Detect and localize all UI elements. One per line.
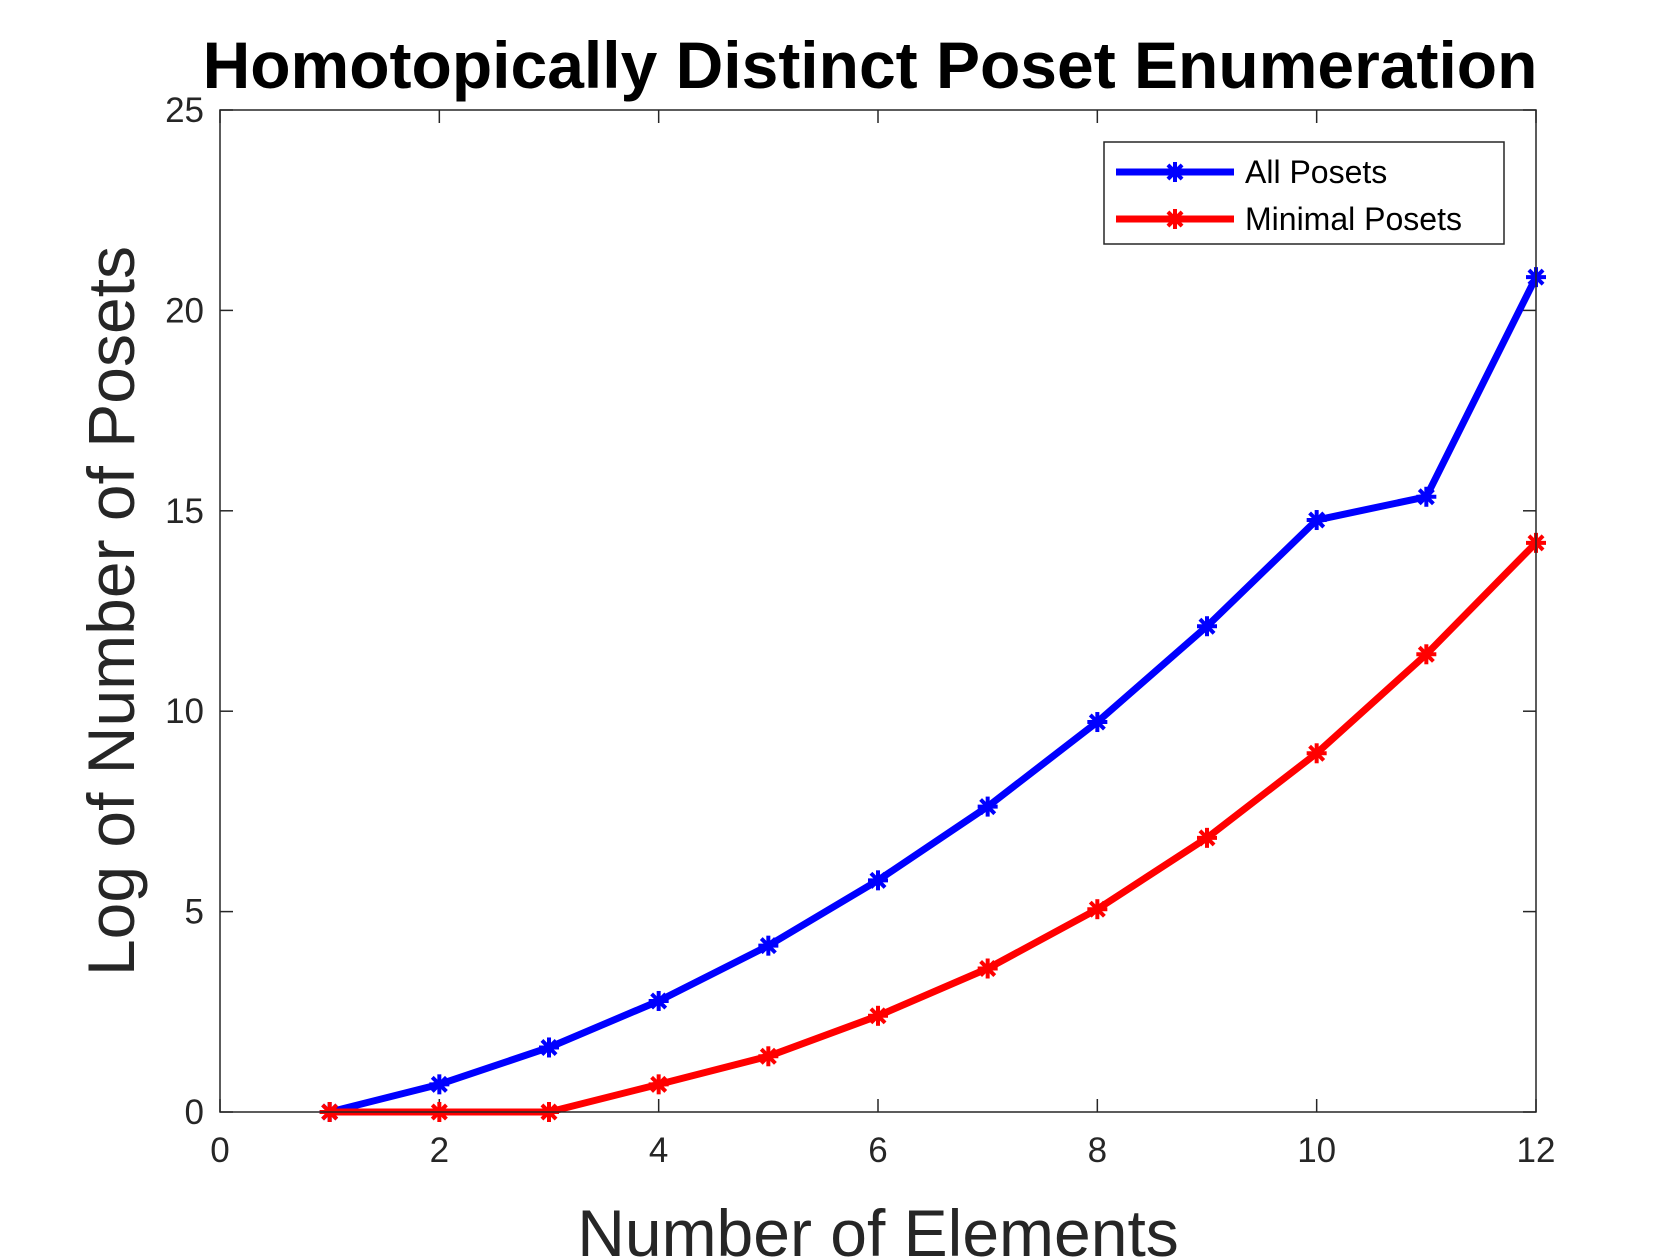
legend-label: Minimal Posets [1245, 201, 1462, 237]
data-point [429, 1074, 450, 1095]
legend: All Posets Minimal Posets [1103, 141, 1505, 245]
data-point [1306, 510, 1327, 531]
y-tick-label: 10 [165, 692, 204, 731]
y-tick-label: 0 [185, 1093, 204, 1132]
axes-frame [219, 109, 1537, 1113]
legend-marker [1165, 162, 1185, 182]
axis-ticks: 0 2 4 6 8 10 12 0 5 10 15 20 25 [165, 91, 1555, 1170]
data-point [1087, 899, 1108, 920]
x-tick-label: 4 [649, 1131, 668, 1170]
x-tick-label: 8 [1088, 1131, 1107, 1170]
y-tick-label: 20 [165, 291, 204, 330]
data-point [1197, 827, 1217, 848]
data-point [758, 1046, 779, 1067]
data-point [1087, 712, 1108, 733]
data-point [539, 1037, 559, 1058]
x-tick-label: 2 [430, 1131, 449, 1170]
data-point [868, 870, 888, 891]
chart-title: Homotopically Distinct Poset Enumeration [203, 28, 1538, 102]
x-tick-label: 0 [210, 1131, 229, 1170]
x-tick-label: 10 [1297, 1131, 1336, 1170]
legend-box [1103, 141, 1505, 245]
plot-area [220, 110, 1536, 1112]
y-tick-label: 15 [165, 492, 204, 531]
legend-label: All Posets [1245, 154, 1387, 190]
data-point [648, 990, 669, 1011]
series-line-1 [326, 273, 1540, 1116]
data-point [1197, 616, 1217, 637]
data-point [758, 935, 779, 956]
x-tick-label: 12 [1517, 1131, 1556, 1170]
data-point [977, 958, 998, 979]
y-tick-label: 5 [185, 893, 204, 932]
data-point [1306, 743, 1327, 764]
legend-marker [1165, 209, 1185, 229]
data-point [977, 796, 998, 817]
data-point [1416, 644, 1437, 665]
data-point [648, 1074, 669, 1095]
x-axis-label: Number of Elements [577, 1196, 1179, 1260]
data-point [868, 1005, 888, 1026]
x-tick-label: 6 [868, 1131, 887, 1170]
y-axis-label: Log of Number of Posets [74, 246, 148, 976]
y-tick-label: 25 [165, 91, 204, 130]
data-point [1416, 486, 1437, 507]
